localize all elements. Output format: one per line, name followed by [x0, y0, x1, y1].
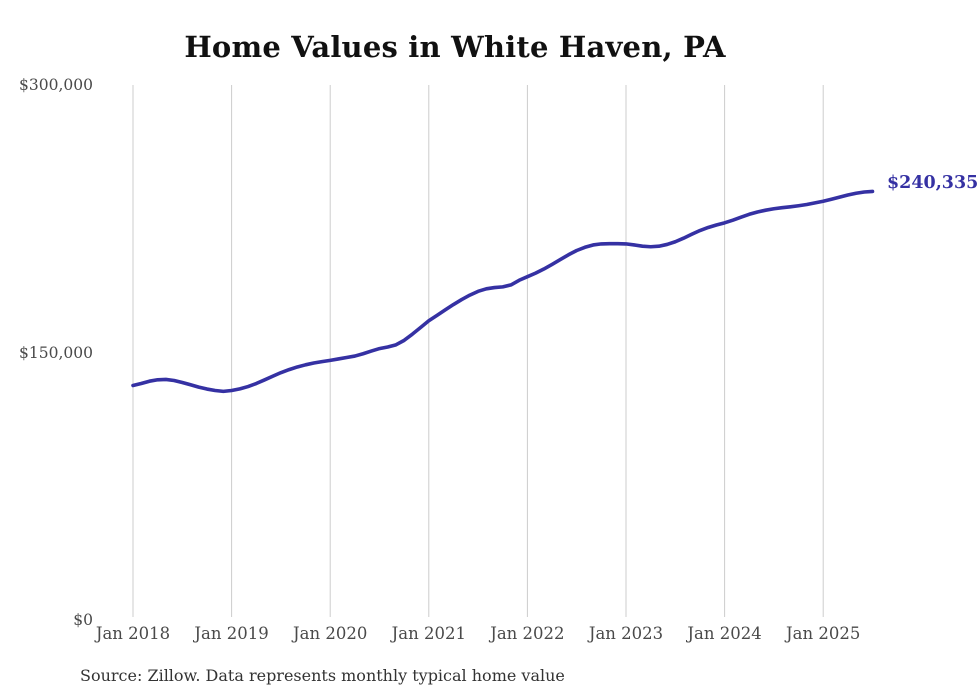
chart-title: Home Values in White Haven, PA [184, 30, 726, 64]
x-tick-label: Jan 2024 [687, 624, 762, 643]
x-tick-label: Jan 2025 [786, 624, 861, 643]
x-tick-label: Jan 2020 [293, 624, 368, 643]
y-tick-label: $300,000 [19, 76, 93, 94]
x-tick-label: Jan 2023 [588, 624, 664, 643]
y-tick-label: $0 [73, 611, 93, 629]
x-tick-label: Jan 2018 [95, 624, 171, 643]
home-value-line [131, 189, 875, 394]
final-value-label: $240,335 [887, 173, 979, 193]
x-tick-label: Jan 2019 [194, 624, 269, 643]
source-note: Source: Zillow. Data represents monthly … [80, 666, 565, 685]
x-tick-label: Jan 2021 [391, 624, 466, 643]
y-tick-label: $150,000 [19, 343, 93, 362]
x-tick-label: Jan 2022 [490, 624, 565, 643]
